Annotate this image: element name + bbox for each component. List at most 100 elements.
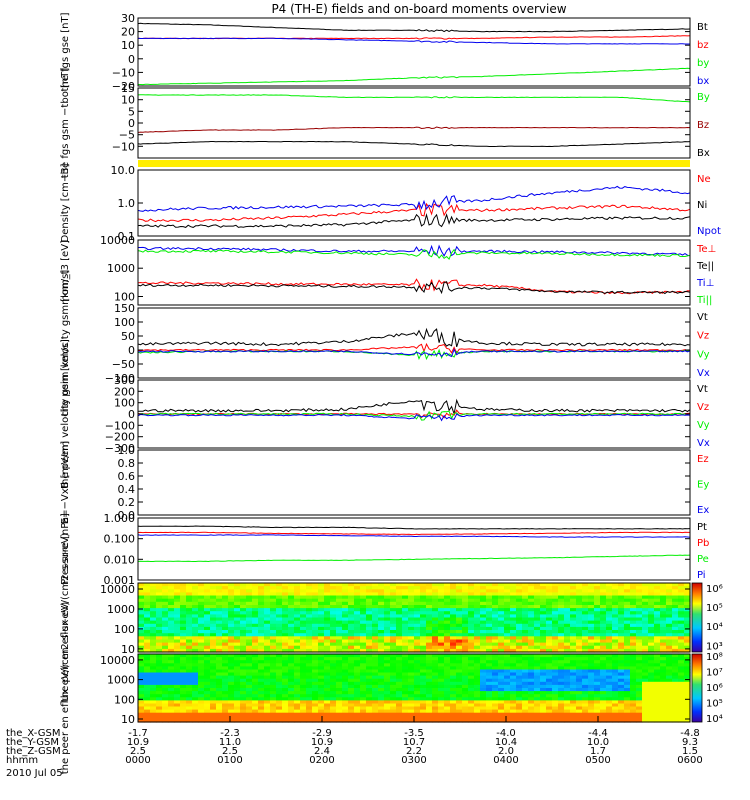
colorbar-tick-label: 10⁷ — [706, 668, 723, 679]
legend-label: Vt — [697, 312, 708, 323]
x-axis: the_X-GSMthe_Y-GSMthe_Z-GSMhhmm-1.710.92… — [6, 716, 703, 766]
legend-label: Ne — [697, 174, 711, 185]
y-axis-label: Density [cm−3] — [60, 163, 71, 242]
y-tick-label: −300 — [105, 442, 135, 455]
series-line-peim_velocity-0 — [137, 327, 691, 348]
legend-label: by — [697, 58, 709, 69]
x-row-label: the_X-GSM — [6, 728, 60, 739]
colorbar-tick-label: 10³ — [706, 641, 723, 652]
y-axis-label: E=−VxB [mV/m] — [60, 441, 71, 524]
panel-frame — [137, 449, 691, 516]
x-tick-label: -1.7 — [128, 728, 148, 739]
y-tick-label: 0 — [128, 117, 135, 130]
series-line-density-1 — [137, 212, 691, 228]
y-axis-label: the peir en eflux eV/(cm2-s-sr-eV) — [60, 533, 71, 702]
y-tick-label: 1.0 — [118, 197, 136, 210]
series-line-mom_temp-0 — [137, 278, 691, 295]
x-tick-label: 2.5 — [222, 746, 238, 757]
x-tick-label: 0600 — [677, 755, 702, 766]
y-tick-label: −50 — [112, 358, 135, 371]
legend-label: Ti|| — [696, 295, 712, 306]
series-line-fgs_gsm-1 — [137, 126, 691, 133]
y-tick-label: −5 — [119, 129, 135, 142]
plot-date: 2010 Jul 05 — [6, 768, 63, 779]
colorbar-tick-label: 10⁶ — [706, 683, 723, 694]
legend-label: Bx — [697, 148, 710, 159]
x-tick-label: 10.0 — [587, 737, 609, 748]
y-tick-label: 200 — [114, 385, 135, 398]
legend-label: Vz — [697, 331, 709, 342]
y-tick-label: 100 — [114, 693, 135, 706]
legend-label: Npot — [697, 226, 721, 237]
legend-label: Bt — [697, 22, 708, 33]
y-axis-label: the fgs gse [nT] — [60, 12, 71, 91]
x-tick-label: 2.0 — [498, 746, 514, 757]
legend-label: Pe — [697, 554, 709, 565]
y-tick-label: 10 — [121, 643, 135, 656]
y-tick-label: 0 — [128, 53, 135, 66]
colorbar-tick-label: 10⁴ — [706, 714, 723, 725]
legend-label: Vt — [697, 384, 708, 395]
y-tick-label: 10 — [121, 94, 135, 107]
x-tick-label: 0500 — [585, 755, 610, 766]
panel-frame — [137, 517, 691, 581]
legend-label: Pi — [697, 570, 706, 581]
x-tick-label: 2.2 — [406, 746, 422, 757]
panel-peir_eflux: 10⁶ 10⁵ 10⁴ 10³ 10000 1000 100 10 the peir en ef… — [60, 533, 723, 702]
y-axis-label: the peim velocity gsm [km/s] — [60, 270, 71, 417]
x-row-label: hhmm — [6, 755, 38, 766]
y-tick-label: 1000 — [107, 603, 135, 616]
y-axis-label: the peem velocity gsm [km/s] — [60, 339, 71, 489]
legend-label: By — [697, 92, 710, 103]
series-line-peem_velocity-0 — [138, 398, 691, 416]
y-axis-label: Pressure [nPa] — [60, 513, 71, 585]
series-line-pressure-0 — [137, 525, 691, 530]
y-tick-label: 20 — [121, 26, 135, 39]
y-tick-label: 150 — [114, 302, 135, 315]
series-line-peim_velocity-1 — [137, 342, 691, 355]
heatmap-peer_eflux — [138, 654, 691, 723]
x-tick-label: -2.9 — [312, 728, 332, 739]
colorbar-tick-label: 10⁸ — [706, 652, 723, 663]
series-line-fgs_gse-0 — [137, 22, 691, 33]
y-tick-label: 1.000 — [104, 512, 136, 525]
colorbar-tick-label: 10⁵ — [706, 603, 723, 614]
y-axis-label: mom_t3 [eV] — [60, 240, 71, 305]
legend-label: Vz — [697, 402, 709, 413]
legend-label: Te|| — [696, 261, 714, 272]
x-tick-label: 10.9 — [311, 737, 333, 748]
x-tick-label: 0400 — [493, 755, 518, 766]
heatmap-peir_eflux — [138, 583, 691, 653]
legend-label: Bz — [697, 120, 709, 131]
legend-label: Pb — [697, 538, 709, 549]
series-line-pressure-2 — [137, 554, 691, 563]
y-tick-label: −100 — [105, 372, 135, 385]
x-tick-label: -4.0 — [496, 728, 516, 739]
series-line-mom_temp-3 — [137, 248, 691, 261]
y-tick-label: 50 — [121, 330, 135, 343]
colorbar-peer_eflux: 10⁸ 10⁷ 10⁶ 10⁵ 10⁴ — [691, 652, 723, 725]
legend-label: Te⊥ — [696, 244, 716, 255]
y-tick-label: 0.010 — [104, 553, 136, 566]
x-tick-label: 11.0 — [219, 737, 241, 748]
y-tick-label: 10000 — [100, 234, 135, 247]
colorbar-tick-label: 10⁴ — [706, 622, 723, 633]
x-tick-label: 2.4 — [314, 746, 330, 757]
colorbar-tick-label: 10⁵ — [706, 699, 723, 710]
y-tick-label: 0.4 — [118, 483, 136, 496]
y-tick-label: 10000 — [100, 583, 135, 596]
x-row-label: the_Z-GSM — [6, 746, 61, 757]
y-tick-label: 0.100 — [104, 533, 136, 546]
y-axis-label: the peer en eflux eV/(cm2-s-sr-eV) — [60, 602, 71, 775]
x-tick-label: -3.5 — [404, 728, 424, 739]
y-tick-label: −200 — [105, 431, 135, 444]
legend-label: Vx — [697, 438, 710, 449]
y-tick-label: 0.6 — [118, 470, 136, 483]
y-tick-label: 5 — [128, 105, 135, 118]
series-line-peem_velocity-2 — [137, 410, 691, 421]
legend-label: Vy — [697, 420, 710, 431]
series-line-peem_velocity-3 — [137, 413, 691, 422]
y-tick-label: 0.1 — [118, 230, 136, 243]
series-line-density-2 — [137, 185, 691, 212]
